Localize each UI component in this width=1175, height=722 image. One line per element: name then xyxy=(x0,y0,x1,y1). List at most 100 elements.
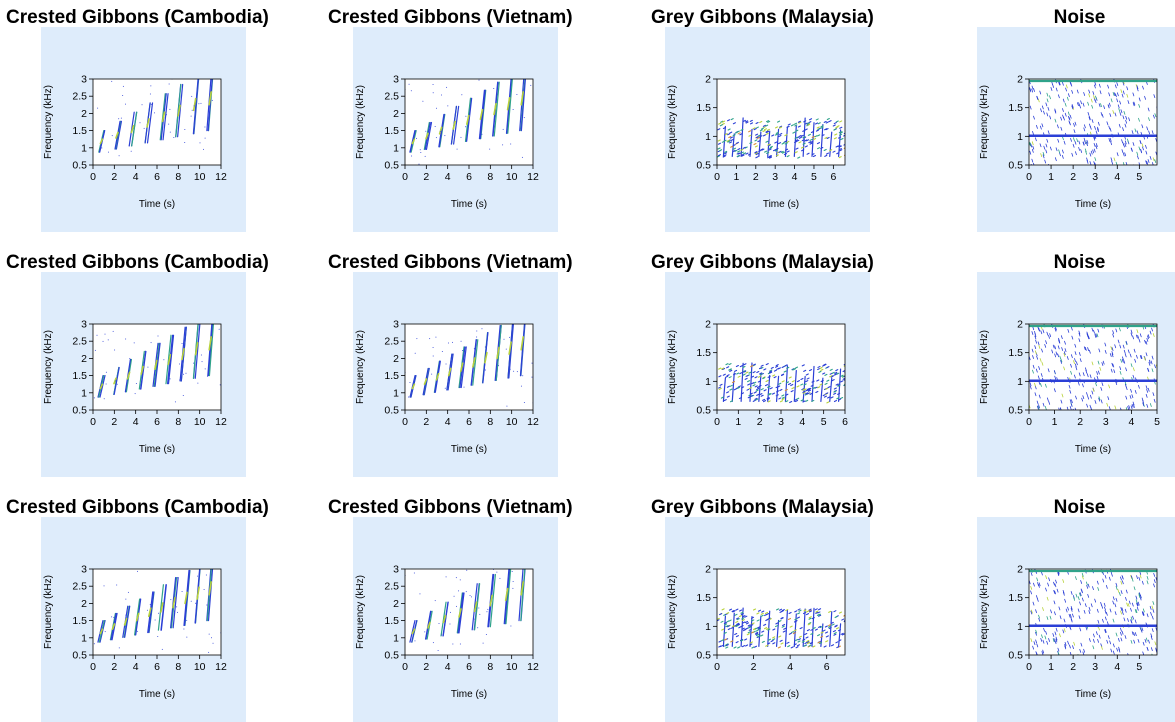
y-axis-label: Frequency (kHz) xyxy=(355,85,366,159)
y-tick-label: 2 xyxy=(81,598,87,610)
x-tick-label: 0 xyxy=(714,661,720,673)
x-tick-label: 0 xyxy=(714,171,720,183)
x-tick-label: 10 xyxy=(506,416,518,428)
y-tick-label: 1.5 xyxy=(384,370,399,382)
plot-frame xyxy=(1028,568,1158,656)
y-tick-label: 1.5 xyxy=(384,125,399,137)
x-tick-label: 2 xyxy=(757,416,763,428)
y-tick-label: 0.5 xyxy=(696,405,711,417)
y-axis-label: Frequency (kHz) xyxy=(667,85,678,159)
y-axis-label: Frequency (kHz) xyxy=(43,575,54,649)
y-tick-label: 2 xyxy=(705,319,711,331)
y-tick-label: 0.5 xyxy=(384,650,399,662)
x-tick-label: 10 xyxy=(506,661,518,673)
y-tick-label: 1.5 xyxy=(72,125,87,137)
plot-frame xyxy=(716,78,846,166)
x-tick-label: 3 xyxy=(1103,416,1109,428)
y-axis-label: Frequency (kHz) xyxy=(43,330,54,404)
x-tick-label: 2 xyxy=(1070,661,1076,673)
y-tick-label: 1.5 xyxy=(696,592,711,604)
y-tick-label: 1.5 xyxy=(1008,347,1023,359)
x-axis-label: Time (s) xyxy=(763,689,799,700)
x-tick-label: 6 xyxy=(830,171,836,183)
spectrogram-panel: 0 2 4 6 8 10 12 0.5 1 1.5 2 2.5 3 Time (s) Frequency (… xyxy=(41,272,246,477)
x-axis-label: Time (s) xyxy=(451,689,487,700)
x-axis-label: Time (s) xyxy=(451,444,487,455)
chart-title: Noise xyxy=(1053,252,1106,273)
x-tick-label: 0 xyxy=(90,416,96,428)
x-tick-label: 3 xyxy=(1092,171,1098,183)
spectrogram-chart: 0 1 2 3 4 5 6 0.5 1 1.5 2 Time (s) Frequency (kHz) xyxy=(667,74,846,210)
y-axis-label: Frequency (kHz) xyxy=(667,330,678,404)
y-tick-label: 0.5 xyxy=(1008,160,1023,172)
y-tick-label: 3 xyxy=(81,74,87,86)
plot-area xyxy=(1029,569,1157,655)
x-tick-label: 0 xyxy=(1026,661,1032,673)
y-tick-label: 0.5 xyxy=(384,160,399,172)
x-tick-label: 4 xyxy=(133,661,139,673)
spectrogram-marks xyxy=(717,607,845,649)
x-axis-label: Time (s) xyxy=(1075,689,1111,700)
spectrogram-marks xyxy=(97,79,214,157)
x-tick-label: 0 xyxy=(714,416,720,428)
x-tick-label: 1 xyxy=(1048,661,1054,673)
x-tick-label: 6 xyxy=(824,661,830,673)
y-axis-label: Frequency (kHz) xyxy=(355,330,366,404)
y-tick-label: 1.5 xyxy=(72,370,87,382)
y-tick-label: 2.5 xyxy=(72,581,87,593)
plot-area xyxy=(93,79,221,165)
y-tick-label: 3 xyxy=(81,564,87,576)
x-tick-label: 4 xyxy=(787,661,793,673)
x-axis-label: Time (s) xyxy=(1075,444,1111,455)
chart-title: Crested Gibbons (Cambodia) xyxy=(6,497,269,518)
x-tick-label: 1 xyxy=(735,416,741,428)
y-tick-label: 2.5 xyxy=(72,91,87,103)
x-axis-label: Time (s) xyxy=(763,444,799,455)
x-tick-label: 8 xyxy=(487,661,493,673)
y-tick-label: 2 xyxy=(393,353,399,365)
spectrogram-panel: 0 1 2 3 4 5 0.5 1 1.5 2 Time (s) Frequency (kHz) xyxy=(977,517,1175,722)
x-tick-label: 3 xyxy=(772,171,778,183)
y-tick-label: 3 xyxy=(393,74,399,86)
y-tick-label: 1 xyxy=(393,632,399,644)
spectrogram-marks xyxy=(405,79,532,165)
plot-frame xyxy=(1028,323,1158,411)
spectrogram-panel: 0 1 2 3 4 5 6 0.5 1 1.5 2 Time (s) Frequency (kHz) xyxy=(665,27,870,232)
spectrogram-chart: 0 1 2 3 4 5 0.5 1 1.5 2 Time (s) Frequency (kHz) xyxy=(979,319,1160,456)
spectrogram-marks xyxy=(405,324,533,407)
y-tick-label: 2.5 xyxy=(384,91,399,103)
chart-title: Grey Gibbons (Malaysia) xyxy=(651,7,874,28)
x-axis-label: Time (s) xyxy=(763,199,799,210)
x-tick-label: 4 xyxy=(799,416,805,428)
y-axis-label: Frequency (kHz) xyxy=(979,85,990,159)
x-tick-label: 5 xyxy=(821,416,827,428)
x-tick-label: 12 xyxy=(527,661,539,673)
x-tick-label: 4 xyxy=(133,171,139,183)
y-tick-label: 1 xyxy=(1017,376,1023,388)
y-tick-label: 0.5 xyxy=(1008,650,1023,662)
x-tick-label: 3 xyxy=(1092,661,1098,673)
x-tick-label: 1 xyxy=(733,171,739,183)
x-tick-label: 2 xyxy=(111,416,117,428)
spectrogram-marks xyxy=(1029,79,1157,165)
y-tick-label: 3 xyxy=(393,564,399,576)
y-tick-label: 0.5 xyxy=(72,405,87,417)
x-tick-label: 6 xyxy=(154,661,160,673)
x-axis-label: Time (s) xyxy=(451,199,487,210)
x-tick-label: 8 xyxy=(175,661,181,673)
y-tick-label: 2 xyxy=(393,598,399,610)
y-tick-label: 2 xyxy=(393,108,399,120)
spectrogram-chart: 0 2 4 6 8 10 12 0.5 1 1.5 2 2.5 3 Time (s) Frequency (… xyxy=(355,74,539,211)
x-tick-label: 2 xyxy=(423,171,429,183)
spectrogram-chart: 0 2 4 6 8 10 12 0.5 1 1.5 2 2.5 3 Time (s) Frequency (… xyxy=(43,319,227,456)
chart-title: Crested Gibbons (Vietnam) xyxy=(328,497,573,518)
x-tick-label: 0 xyxy=(402,416,408,428)
y-tick-label: 1 xyxy=(705,376,711,388)
spectrogram-panel: 0 1 2 3 4 5 0.5 1 1.5 2 Time (s) Frequency (kHz) xyxy=(977,272,1175,477)
spectrogram-panel: 0 1 2 3 4 5 6 0.5 1 1.5 2 Time (s) Frequency (kHz) xyxy=(665,272,870,477)
y-tick-label: 2.5 xyxy=(72,336,87,348)
x-tick-label: 6 xyxy=(466,661,472,673)
x-tick-label: 0 xyxy=(1026,171,1032,183)
spectrogram-marks xyxy=(718,362,845,404)
y-axis-label: Frequency (kHz) xyxy=(979,575,990,649)
